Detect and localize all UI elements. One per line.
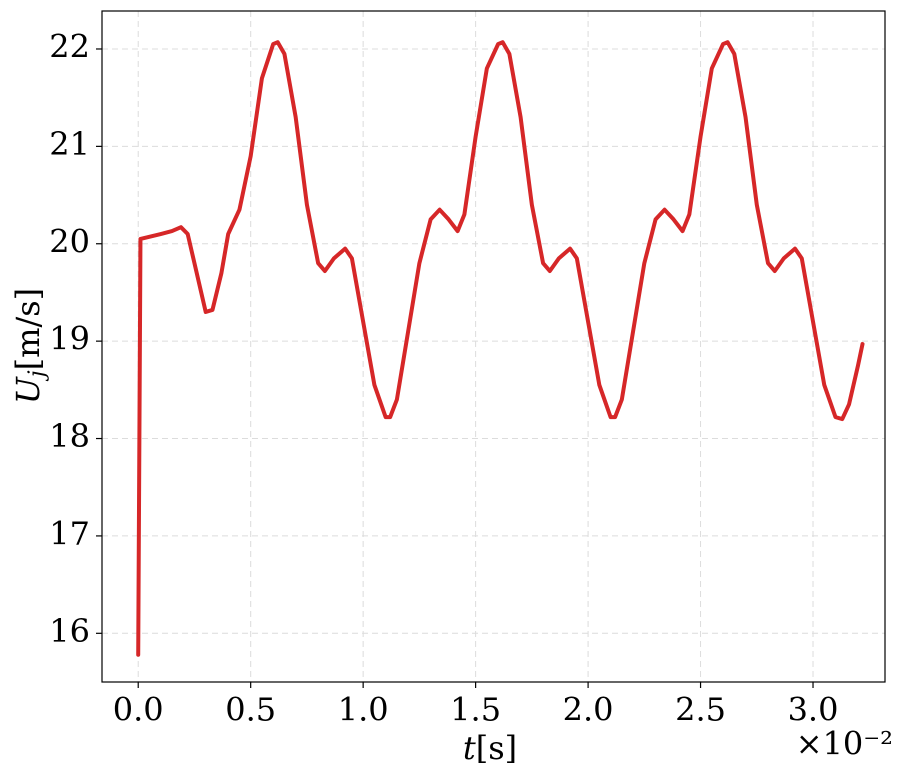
y-axis-label: Uj[m/s] [9,288,51,404]
x-tick-label: 1.0 [338,691,389,729]
x-tick-label: 1.5 [450,691,501,729]
y-tick-label: 20 [49,222,90,260]
y-label-symbol: U [9,376,47,404]
x-label-symbol: t [463,729,476,767]
x-label-unit: [s] [476,729,517,767]
x-tick-label: 0.5 [225,691,276,729]
plot-frame [101,10,886,683]
x-multiplier: ×10⁻² [796,725,893,763]
y-label-unit: [m/s] [9,288,47,371]
y-tick-label: 21 [49,125,90,163]
x-tick-label: 2.0 [563,691,614,729]
x-tick-label: 2.5 [675,691,726,729]
y-tick-label: 19 [49,320,90,358]
x-tick-label: 0.0 [113,691,164,729]
y-tick-label: 22 [49,27,90,65]
y-tick-label: 16 [49,612,90,650]
x-tick-label: 3.0 [788,691,839,729]
data-line [136,40,865,657]
y-tick-label: 18 [49,417,90,455]
x-axis-label: t[s] [463,729,517,767]
y-tick-label: 17 [49,514,90,552]
